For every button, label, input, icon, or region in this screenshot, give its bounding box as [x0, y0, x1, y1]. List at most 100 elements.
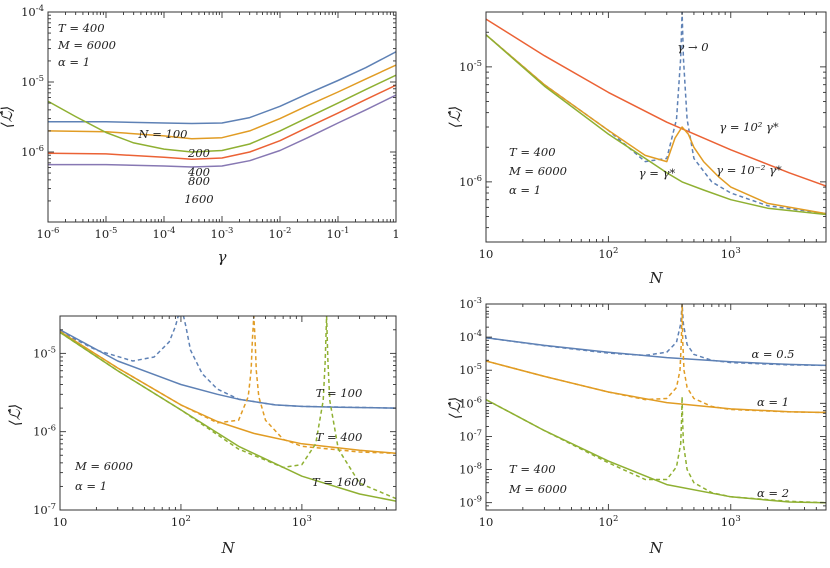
curve-label: 200: [187, 146, 210, 160]
y-tick-label: 10-7: [459, 428, 482, 443]
x-tick-label-exp: -6: [51, 226, 59, 236]
y-tick-label-exp: -5: [36, 74, 44, 84]
x-tick-label-base: 10: [479, 515, 494, 529]
y-tick-label-base: 10: [33, 425, 48, 439]
x-tick-label-exp: 2: [613, 246, 618, 256]
y-tick-label: 10-5: [21, 74, 44, 89]
x-tick-label-base: 10: [721, 515, 736, 529]
x-tick-label-base: 10: [292, 515, 307, 529]
x-tick-label: 102: [171, 514, 191, 529]
x-tick-label-exp: -1: [341, 226, 349, 236]
x-tick-label-exp: -2: [283, 226, 291, 236]
series-line-400: [48, 74, 396, 153]
y-tick-label-base: 10: [459, 60, 474, 74]
parameter-label: α = 1: [509, 183, 541, 197]
y-tick-label-exp: -6: [48, 424, 56, 434]
y-tick-label-exp: -5: [48, 345, 56, 355]
y-tick-label: 10-5: [459, 59, 482, 74]
parameter-label: T = 400: [509, 145, 556, 159]
y-tick-label-base: 10: [21, 145, 36, 159]
x-tick-label-exp: 3: [735, 514, 740, 524]
y-tick-label-exp: -4: [36, 4, 44, 14]
minor-ticks: [486, 304, 826, 510]
curve-label: γ → 0: [677, 40, 708, 54]
parameter-label: M = 6000: [508, 482, 567, 496]
x-tick-label: 10-6: [37, 226, 60, 241]
curve-label: α = 2: [757, 486, 789, 500]
series-line-0: [486, 12, 826, 215]
series-line-s3: [486, 34, 826, 216]
x-tick-label: 10-3: [211, 226, 234, 241]
y-tick-label-exp: -7: [474, 428, 482, 438]
y-tick-label-exp: -4: [474, 329, 482, 339]
series-line-dashed-3: [60, 316, 396, 455]
curve-label: T = 100: [316, 386, 363, 400]
curve-label: 400: [187, 165, 210, 179]
y-tick-label-base: 10: [459, 175, 474, 189]
y-tick-label-exp: -5: [474, 59, 482, 69]
x-tick-label-base: 10: [37, 227, 52, 241]
curve-label: γ = 10² γ*: [719, 120, 779, 134]
series-line-1600: [48, 94, 396, 168]
y-axis-label: ⟨ℒ̂⟩: [0, 106, 16, 129]
chart-panel-4: 10 102 10310-910-810-710-610-510-410-3N⟨ℒ̂…: [446, 296, 827, 557]
x-axis-label: N: [648, 269, 663, 287]
x-tick-label-exp: 2: [613, 514, 618, 524]
x-tick-label-base: 10: [171, 515, 186, 529]
y-tick-label: 10-3: [459, 296, 482, 311]
x-tick-label: 10-4: [153, 226, 176, 241]
x-tick-label: 102: [598, 514, 618, 529]
x-tick-label-base: 1: [392, 227, 399, 241]
y-tick-label: 10-4: [459, 329, 482, 344]
x-tick-label: 10-2: [269, 226, 292, 241]
series-line-200: [48, 64, 396, 140]
x-tick-label-base: 10: [211, 227, 226, 241]
x-tick-label-exp: -4: [167, 226, 175, 236]
series-group: [48, 51, 396, 168]
y-tick-label-base: 10: [459, 396, 474, 410]
y-tick-label-base: 10: [459, 463, 474, 477]
minor-ticks: [48, 12, 396, 222]
series-line-dashed-3: [486, 304, 826, 414]
y-tick-label-exp: -5: [474, 362, 482, 372]
series-line-10: [486, 18, 826, 187]
x-tick-label: 103: [721, 246, 741, 261]
parameter-label: M = 6000: [508, 164, 567, 178]
y-tick-label: 10-4: [21, 4, 44, 19]
parameter-label: T = 400: [58, 21, 105, 35]
plot-frame: [485, 303, 827, 511]
y-tick-label-base: 10: [459, 297, 474, 311]
x-tick-label: 10-5: [95, 226, 118, 241]
y-tick-label-base: 10: [459, 363, 474, 377]
series-line-dashed-5: [486, 395, 826, 504]
x-tick-label-exp: 3: [735, 246, 740, 256]
x-tick-label: 103: [721, 514, 741, 529]
y-axis-label: ⟨ℒ̂⟩: [6, 404, 24, 427]
x-tick-label: 10: [53, 515, 68, 529]
y-tick-label-exp: -3: [474, 296, 482, 306]
y-tick-label-exp: -6: [36, 144, 44, 154]
y-tick-label: 10-6: [21, 144, 44, 159]
y-tick-label-base: 10: [459, 496, 474, 510]
parameter-label: M = 6000: [57, 38, 116, 52]
parameter-label: T = 400: [509, 462, 556, 476]
y-tick-label: 10-6: [459, 395, 482, 410]
y-tick-label: 10-6: [33, 424, 56, 439]
y-tick-label: 10-5: [33, 345, 56, 360]
series-line-dashed-1: [60, 316, 396, 409]
x-tick-label-base: 10: [53, 515, 68, 529]
x-tick-label-base: 10: [479, 247, 494, 261]
chart-panel-1: 10-6 10-5 10-4 10-3 10-2 10-1 110-610-510-4γ⟨ℒ…: [0, 4, 400, 266]
y-tick-label-exp: -8: [474, 462, 482, 472]
series-line-800: [48, 84, 396, 160]
y-tick-label-exp: -6: [474, 395, 482, 405]
x-tick-label: 10-1: [327, 226, 350, 241]
parameter-label: M = 6000: [74, 459, 133, 473]
y-tick-label-base: 10: [21, 75, 36, 89]
x-tick-label-exp: -3: [225, 226, 233, 236]
curve-label: T = 1600: [312, 475, 366, 489]
y-tick-label: 10-7: [33, 502, 56, 517]
